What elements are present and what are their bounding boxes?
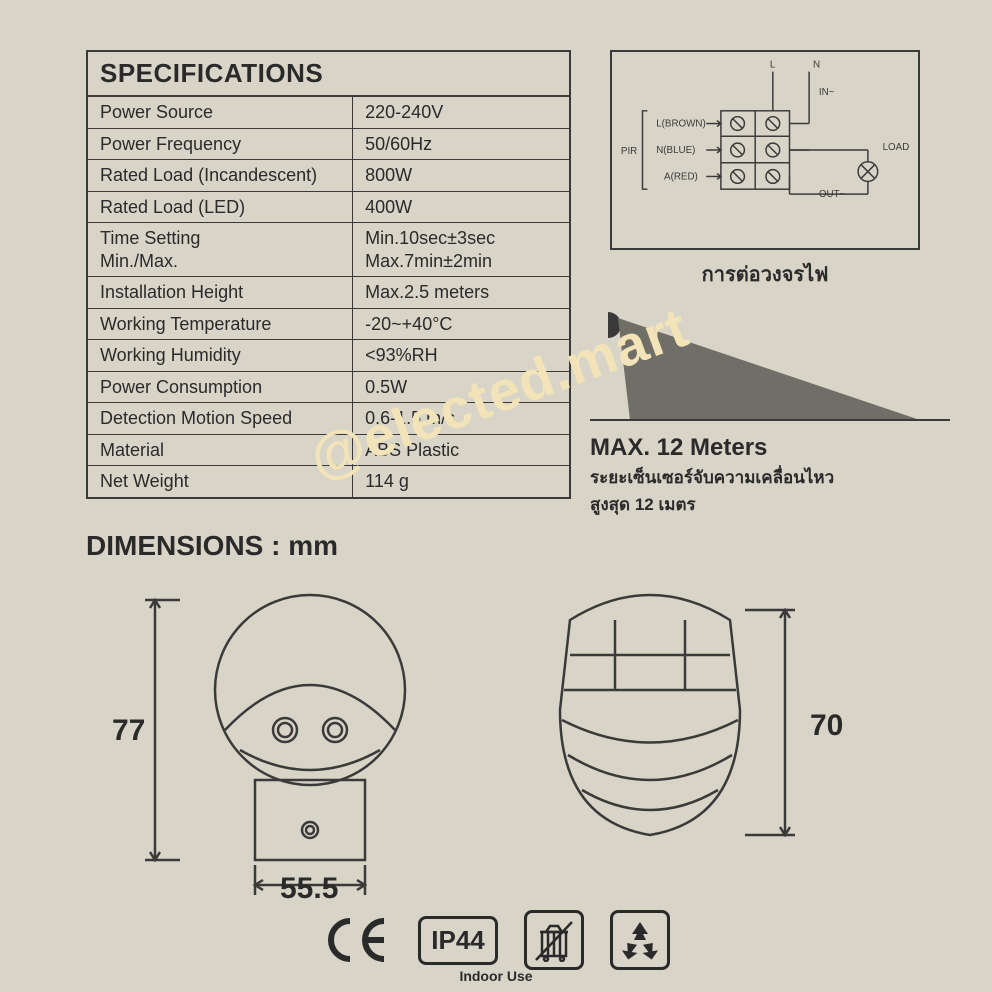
wiring-a-red: A(RED) — [664, 171, 698, 182]
spec-label: Installation Height — [87, 277, 353, 309]
spec-label: Rated Load (Incandescent) — [87, 160, 353, 192]
table-row: Net Weight114 g — [87, 466, 570, 498]
spec-label: Power Consumption — [87, 371, 353, 403]
wiring-n-blue: N(BLUE) — [656, 145, 695, 156]
weee-bin-icon — [524, 910, 584, 970]
spec-value: 50/60Hz — [353, 128, 570, 160]
dimensions-drawings: 77 55.5 70 — [70, 560, 920, 900]
wiring-in: IN~ — [819, 87, 835, 98]
wiring-caption: การต่อวงจรไฟ — [610, 258, 920, 290]
spec-value: 0.5W — [353, 371, 570, 403]
dimensions-title: DIMENSIONS : mm — [86, 530, 338, 562]
indoor-use-label: Indoor Use — [0, 968, 992, 984]
spec-value: 800W — [353, 160, 570, 192]
specifications-table: Power Source220-240VPower Frequency50/60… — [86, 95, 571, 499]
spec-label: Working Temperature — [87, 308, 353, 340]
dim-height-front: 77 — [112, 714, 145, 747]
spec-label: Power Frequency — [87, 128, 353, 160]
table-row: MaterialABS Plastic — [87, 434, 570, 466]
wiring-out: OUT~ — [819, 189, 846, 200]
spec-value: 400W — [353, 191, 570, 223]
dim-width-front: 55.5 — [280, 872, 338, 900]
spec-label: Working Humidity — [87, 340, 353, 372]
table-row: Power Source220-240V — [87, 96, 570, 128]
wiring-diagram: L N PIR L(BROWN) N(BLUE) A(RED) IN~ OUT~… — [610, 50, 920, 250]
spec-value: Max.2.5 meters — [353, 277, 570, 309]
table-row: Time SettingMin./Max.Min.10sec±3secMax.7… — [87, 223, 570, 277]
range-title: MAX. 12 Meters — [590, 434, 950, 462]
recycle-icon — [610, 910, 670, 970]
spec-value: ABS Plastic — [353, 434, 570, 466]
spec-label: Power Source — [87, 96, 353, 128]
table-row: Working Temperature-20~+40°C — [87, 308, 570, 340]
spec-value: <93%RH — [353, 340, 570, 372]
spec-label: Rated Load (LED) — [87, 191, 353, 223]
spec-value: -20~+40°C — [353, 308, 570, 340]
table-row: Rated Load (Incandescent)800W — [87, 160, 570, 192]
specifications-block: SPECIFICATIONS Power Source220-240VPower… — [86, 50, 571, 499]
ce-mark-icon — [322, 915, 392, 965]
wiring-l-brown: L(BROWN) — [656, 118, 706, 129]
table-row: Power Consumption0.5W — [87, 371, 570, 403]
table-row: Working Humidity<93%RH — [87, 340, 570, 372]
range-sub2: สูงสุด 12 เมตร — [590, 491, 950, 518]
table-row: Rated Load (LED)400W — [87, 191, 570, 223]
certification-row: IP44 — [0, 910, 992, 970]
table-row: Detection Motion Speed0.6-1.5 m/s — [87, 403, 570, 435]
svg-text:N: N — [813, 60, 820, 71]
ip44-badge: IP44 — [418, 916, 498, 965]
spec-label: Net Weight — [87, 466, 353, 498]
wiring-pir-label: PIR — [621, 146, 637, 157]
table-row: Installation HeightMax.2.5 meters — [87, 277, 570, 309]
spec-label: Material — [87, 434, 353, 466]
spec-value: Min.10sec±3secMax.7min±2min — [353, 223, 570, 277]
dim-height-side: 70 — [810, 709, 843, 742]
spec-value: 220-240V — [353, 96, 570, 128]
wiring-load: LOAD — [883, 142, 910, 153]
table-row: Power Frequency50/60Hz — [87, 128, 570, 160]
spec-value: 114 g — [353, 466, 570, 498]
spec-label: Detection Motion Speed — [87, 403, 353, 435]
svg-text:L: L — [770, 60, 776, 71]
specifications-title: SPECIFICATIONS — [86, 50, 571, 95]
detection-range: MAX. 12 Meters ระยะเซ็นเซอร์จับความเคลื่… — [590, 300, 950, 518]
spec-value: 0.6-1.5 m/s — [353, 403, 570, 435]
spec-label: Time SettingMin./Max. — [87, 223, 353, 277]
range-sub1: ระยะเซ็นเซอร์จับความเคลื่อนไหว — [590, 464, 950, 491]
